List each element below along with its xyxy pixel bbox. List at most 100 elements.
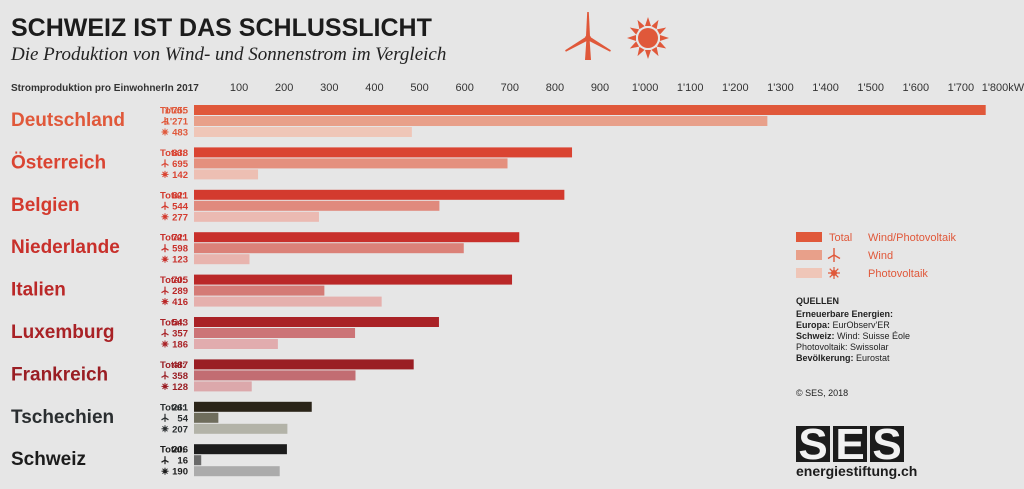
value-label-pv: 416 (172, 297, 188, 308)
total-label: Total: (160, 445, 185, 456)
value-label-wind: 695 (172, 159, 189, 170)
country-label: Deutschland (11, 110, 125, 131)
legend: Total Wind/Photovoltaik Wind Photovoltai… (796, 232, 957, 280)
value-label-pv: 142 (172, 170, 188, 181)
bar-pv (194, 169, 259, 180)
logo-caption: energiestiftung.ch (796, 463, 917, 479)
bar-pv (194, 423, 288, 434)
x-tick-label: 1'800kWh (982, 82, 1024, 94)
country-label: Österreich (11, 152, 106, 173)
legend-right-label-pv: Photovoltaik (868, 268, 928, 280)
bar-total (194, 359, 414, 370)
chart-title: SCHWEIZ IST DAS SCHLUSSLICHT (11, 14, 432, 42)
x-tick-label: 300 (320, 82, 338, 94)
small-wind-turbine-icon (161, 286, 169, 295)
legend-label-total: Total (829, 232, 852, 244)
small-sun-icon (161, 298, 169, 306)
x-tick-label: 200 (275, 82, 293, 94)
country-label: Belgien (11, 195, 80, 216)
bar-wind (194, 285, 325, 296)
bar-total (194, 105, 986, 115)
country-label: Frankreich (11, 364, 108, 385)
value-label-total: 487 (172, 360, 188, 371)
x-tick-label: 500 (410, 82, 428, 94)
value-label-wind: 357 (172, 329, 188, 340)
legend-right-label-wind: Wind (868, 250, 893, 262)
value-label-pv: 277 (172, 212, 188, 223)
value-label-wind: 544 (172, 201, 189, 212)
x-tick-label: 400 (365, 82, 383, 94)
country-label: Schweiz (11, 449, 86, 470)
value-label-pv: 186 (172, 340, 188, 351)
value-label-wind: 598 (172, 244, 188, 255)
total-label: Total: (160, 402, 185, 413)
x-tick-label: 600 (455, 82, 473, 94)
bar-pv (194, 127, 412, 137)
logo-letter-3: S (872, 420, 901, 469)
small-sun-icon (161, 128, 169, 136)
x-tick-label: 100 (230, 82, 248, 94)
total-label: Total: (160, 148, 185, 159)
source-line-1: Erneuerbare Energien: (796, 309, 893, 319)
legend-swatch-pv (796, 268, 822, 278)
value-label-total: 1'755 (165, 106, 189, 117)
bar-wind (194, 158, 508, 169)
small-wind-turbine-icon (161, 159, 169, 168)
total-label: Total: (160, 318, 185, 329)
x-axis: 100 200 300 400 500 600 700 800 900 1'000 1'100 1'2… (230, 82, 1024, 94)
value-label-wind: 16 (177, 456, 188, 467)
bar-pv (194, 339, 278, 349)
value-label-total: 838 (172, 148, 188, 159)
value-label-total: 206 (172, 445, 188, 456)
bar-wind (194, 328, 356, 338)
legend-wind-turbine-icon (827, 248, 841, 262)
value-label-total: 543 (172, 318, 188, 329)
y-axis-label: Stromproduktion pro EinwohnerIn 2017 (11, 83, 199, 94)
value-label-pv: 128 (172, 382, 188, 393)
total-label: Total: (160, 190, 185, 201)
small-wind-turbine-icon (161, 456, 169, 465)
bar-wind (194, 243, 464, 254)
x-tick-label: 1'300 (767, 82, 794, 94)
bar-pv (194, 466, 280, 477)
legend-sun-icon (828, 267, 840, 279)
x-tick-label: 900 (591, 82, 609, 94)
bar-total (194, 274, 513, 285)
source-line-5: Bevölkerung: Eurostat (796, 353, 890, 363)
x-tick-label: 1'200 (722, 82, 749, 94)
value-label-wind: 289 (172, 286, 188, 297)
bar-total (194, 147, 573, 158)
small-sun-icon (161, 255, 169, 263)
bar-pv (194, 381, 252, 392)
legend-swatch-total (796, 232, 822, 242)
small-sun-icon (161, 340, 169, 348)
small-wind-turbine-icon (161, 329, 169, 337)
bar-wind (194, 370, 356, 381)
total-label: Total: (160, 233, 185, 244)
small-sun-icon (161, 170, 169, 178)
legend-swatch-wind (796, 250, 822, 260)
value-label-total: 705 (172, 275, 189, 286)
value-label-wind: 1'271 (165, 117, 189, 128)
total-label: Total: (160, 106, 185, 117)
bar-wind (194, 412, 219, 423)
ses-logo: S E S energiestiftung.ch (796, 420, 917, 479)
value-label-pv: 207 (172, 424, 188, 435)
value-label-pv: 123 (172, 255, 188, 266)
x-tick-label: 1'000 (632, 82, 659, 94)
sun-icon (627, 17, 669, 59)
country-label: Luxemburg (11, 322, 114, 343)
chart-subtitle: Die Produktion von Wind- und Sonnenstrom… (10, 44, 446, 65)
bar-total (194, 189, 565, 200)
bar-total (194, 444, 287, 455)
x-tick-label: 1'400 (812, 82, 839, 94)
value-label-total: 821 (172, 190, 189, 201)
value-label-wind: 54 (177, 413, 188, 424)
